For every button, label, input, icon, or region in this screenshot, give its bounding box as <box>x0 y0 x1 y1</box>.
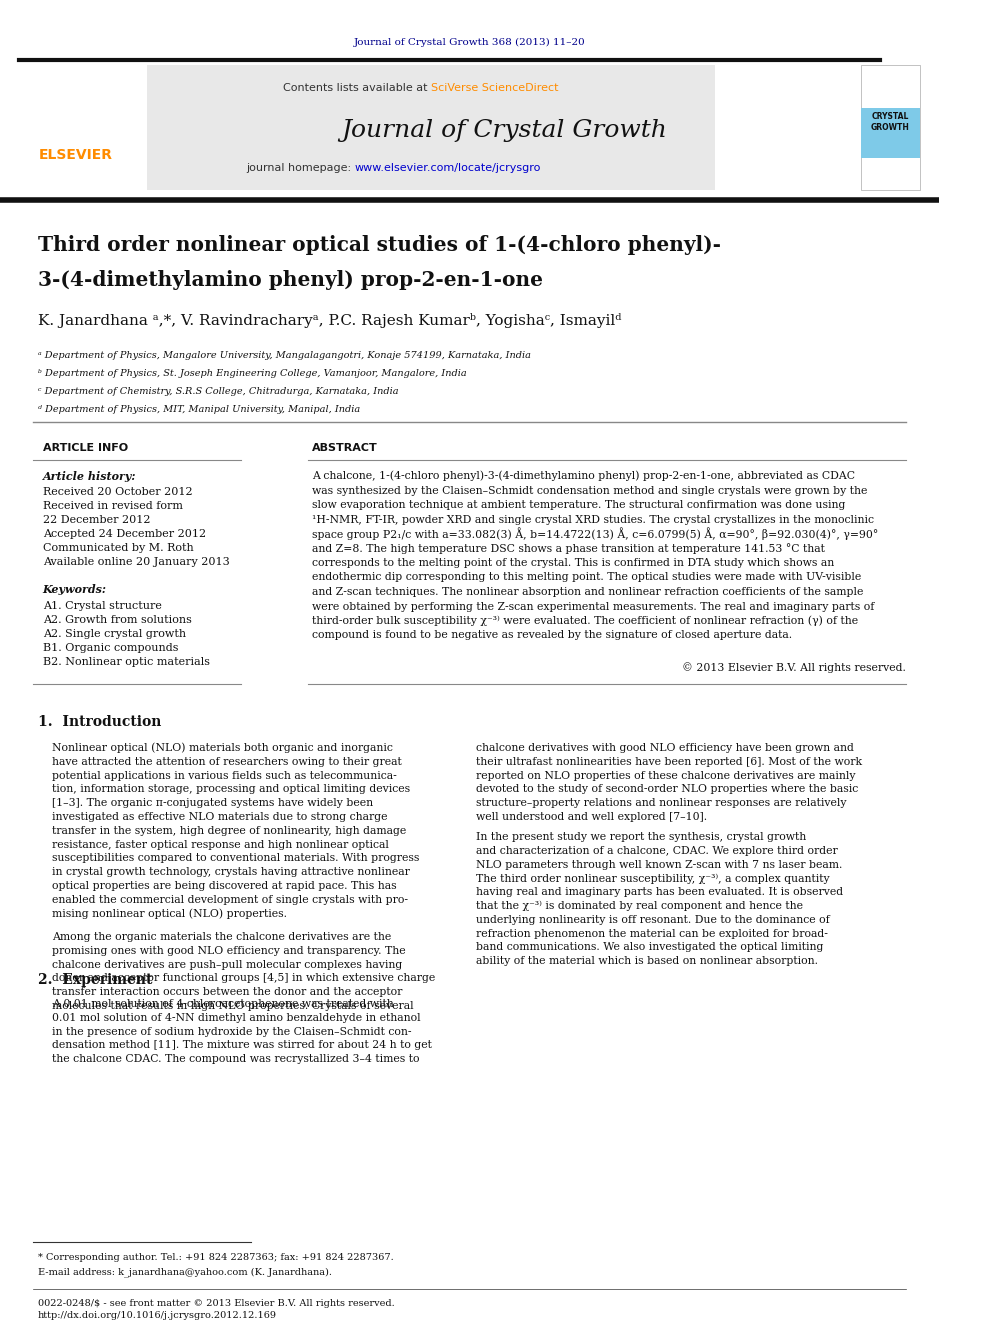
Text: A1. Crystal structure: A1. Crystal structure <box>43 601 162 611</box>
Text: ability of the material which is based on nonlinear absorption.: ability of the material which is based o… <box>476 957 818 966</box>
Text: was synthesized by the Claisen–Schmidt condensation method and single crystals w: was synthesized by the Claisen–Schmidt c… <box>312 486 868 496</box>
Text: in crystal growth technology, crystals having attractive nonlinear: in crystal growth technology, crystals h… <box>52 867 410 877</box>
Text: and Z-scan techniques. The nonlinear absorption and nonlinear refraction coeffic: and Z-scan techniques. The nonlinear abs… <box>312 587 864 597</box>
Text: chalcone derivatives with good NLO efficiency have been grown and: chalcone derivatives with good NLO effic… <box>476 744 854 753</box>
Text: ᵈ Department of Physics, MIT, Manipal University, Manipal, India: ᵈ Department of Physics, MIT, Manipal Un… <box>38 405 360 414</box>
Text: slow evaporation technique at ambient temperature. The structural confirmation w: slow evaporation technique at ambient te… <box>312 500 845 509</box>
Text: Nonlinear optical (NLO) materials both organic and inorganic: Nonlinear optical (NLO) materials both o… <box>52 742 393 753</box>
Text: ABSTRACT: ABSTRACT <box>312 443 378 452</box>
Text: The third order nonlinear susceptibility, χ⁻³⁾, a complex quantity: The third order nonlinear susceptibility… <box>476 873 829 884</box>
Text: ARTICLE INFO: ARTICLE INFO <box>43 443 128 452</box>
Text: enabled the commercial development of single crystals with pro-: enabled the commercial development of si… <box>52 894 408 905</box>
Text: 1.  Introduction: 1. Introduction <box>38 714 162 729</box>
Text: A2. Single crystal growth: A2. Single crystal growth <box>43 628 186 639</box>
Text: susceptibilities compared to conventional materials. With progress: susceptibilities compared to conventiona… <box>52 853 420 864</box>
Text: potential applications in various fields such as telecommunica-: potential applications in various fields… <box>52 770 397 781</box>
Text: Available online 20 January 2013: Available online 20 January 2013 <box>43 557 229 568</box>
Text: have attracted the attention of researchers owing to their great: have attracted the attention of research… <box>52 757 402 767</box>
Text: Communicated by M. Roth: Communicated by M. Roth <box>43 542 193 553</box>
Text: 0022-0248/$ - see front matter © 2013 Elsevier B.V. All rights reserved.: 0022-0248/$ - see front matter © 2013 El… <box>38 1298 395 1307</box>
Text: structure–property relations and nonlinear responses are relatively: structure–property relations and nonline… <box>476 798 846 808</box>
Text: Article history:: Article history: <box>43 471 136 482</box>
Text: the chalcone CDAC. The compound was recrystallized 3–4 times to: the chalcone CDAC. The compound was recr… <box>52 1054 420 1064</box>
Text: having real and imaginary parts has been evaluated. It is observed: having real and imaginary parts has been… <box>476 888 843 897</box>
Text: K. Janardhana ᵃ,*, V. Ravindracharyᵃ, P.C. Rajesh Kumarᵇ, Yogishaᶜ, Ismayilᵈ: K. Janardhana ᵃ,*, V. Ravindracharyᵃ, P.… <box>38 312 621 328</box>
Text: A 0.01 mol solution of 4-chloroacetophenone was treated with: A 0.01 mol solution of 4-chloroacetophen… <box>52 999 394 1009</box>
Text: Third order nonlinear optical studies of 1-(4-chloro phenyl)-: Third order nonlinear optical studies of… <box>38 235 721 255</box>
Text: Journal of Crystal Growth 368 (2013) 11–20: Journal of Crystal Growth 368 (2013) 11–… <box>353 37 585 46</box>
Text: * Corresponding author. Tel.: +91 824 2287363; fax: +91 824 2287367.: * Corresponding author. Tel.: +91 824 22… <box>38 1253 394 1262</box>
Text: ¹H-NMR, FT-IR, powder XRD and single crystal XRD studies. The crystal crystalliz: ¹H-NMR, FT-IR, powder XRD and single cry… <box>312 515 874 524</box>
Text: Received in revised form: Received in revised form <box>43 501 183 511</box>
Text: www.elsevier.com/locate/jcrysgro: www.elsevier.com/locate/jcrysgro <box>355 163 542 173</box>
Text: ᵃ Department of Physics, Mangalore University, Mangalagangotri, Konaje 574199, K: ᵃ Department of Physics, Mangalore Unive… <box>38 351 531 360</box>
Text: third-order bulk susceptibility χ⁻³⁾ were evaluated. The coefficient of nonlinea: third-order bulk susceptibility χ⁻³⁾ wer… <box>312 615 858 626</box>
Text: A2. Growth from solutions: A2. Growth from solutions <box>43 615 191 624</box>
Text: B2. Nonlinear optic materials: B2. Nonlinear optic materials <box>43 658 209 667</box>
Text: underlying nonlinearity is off resonant. Due to the dominance of: underlying nonlinearity is off resonant.… <box>476 914 829 925</box>
Text: Journal of Crystal Growth: Journal of Crystal Growth <box>341 119 668 142</box>
Text: corresponds to the melting point of the crystal. This is confirmed in DTA study : corresponds to the melting point of the … <box>312 558 834 568</box>
Text: A chalcone, 1-(4-chloro phenyl)-3-(4-dimethylamino phenyl) prop-2-en-1-one, abbr: A chalcone, 1-(4-chloro phenyl)-3-(4-dim… <box>312 471 855 482</box>
Text: chalcone derivatives are push–pull molecular complexes having: chalcone derivatives are push–pull molec… <box>52 959 403 970</box>
Text: refraction phenomenon the material can be exploited for broad-: refraction phenomenon the material can b… <box>476 929 828 938</box>
Text: Received 20 October 2012: Received 20 October 2012 <box>43 487 192 497</box>
Text: were obtained by performing the Z-scan experimental measurements. The real and i: were obtained by performing the Z-scan e… <box>312 602 875 611</box>
Text: Keywords:: Keywords: <box>43 585 106 595</box>
Text: ᵇ Department of Physics, St. Joseph Engineering College, Vamanjoor, Mangalore, I: ᵇ Department of Physics, St. Joseph Engi… <box>38 369 466 377</box>
Text: In the present study we report the synthesis, crystal growth: In the present study we report the synth… <box>476 832 806 841</box>
FancyBboxPatch shape <box>861 108 920 157</box>
Text: 3-(4-dimethylamino phenyl) prop-2-en-1-one: 3-(4-dimethylamino phenyl) prop-2-en-1-o… <box>38 270 543 290</box>
FancyBboxPatch shape <box>147 65 714 191</box>
FancyBboxPatch shape <box>861 65 920 191</box>
Text: Contents lists available at: Contents lists available at <box>283 83 431 93</box>
Text: reported on NLO properties of these chalcone derivatives are mainly: reported on NLO properties of these chal… <box>476 770 855 781</box>
Text: band communications. We also investigated the optical limiting: band communications. We also investigate… <box>476 942 823 953</box>
Text: their ultrafast nonlinearities have been reported [6]. Most of the work: their ultrafast nonlinearities have been… <box>476 757 862 767</box>
Text: densation method [11]. The mixture was stirred for about 24 h to get: densation method [11]. The mixture was s… <box>52 1040 432 1050</box>
Text: CRYSTAL
GROWTH: CRYSTAL GROWTH <box>871 112 910 132</box>
Text: E-mail address: k_janardhana@yahoo.com (K. Janardhana).: E-mail address: k_janardhana@yahoo.com (… <box>38 1267 332 1277</box>
Text: in the presence of sodium hydroxide by the Claisen–Schmidt con-: in the presence of sodium hydroxide by t… <box>52 1027 412 1037</box>
Text: [1–3]. The organic π-conjugated systems have widely been: [1–3]. The organic π-conjugated systems … <box>52 798 373 808</box>
Text: investigated as effective NLO materials due to strong charge: investigated as effective NLO materials … <box>52 812 388 822</box>
Text: transfer in the system, high degree of nonlinearity, high damage: transfer in the system, high degree of n… <box>52 826 407 836</box>
Text: © 2013 Elsevier B.V. All rights reserved.: © 2013 Elsevier B.V. All rights reserved… <box>682 663 906 673</box>
Text: 0.01 mol solution of 4-NN dimethyl amino benzaldehyde in ethanol: 0.01 mol solution of 4-NN dimethyl amino… <box>52 1013 421 1023</box>
Text: well understood and well explored [7–10].: well understood and well explored [7–10]… <box>476 812 707 822</box>
Text: http://dx.doi.org/10.1016/j.jcrysgro.2012.12.169: http://dx.doi.org/10.1016/j.jcrysgro.201… <box>38 1311 277 1320</box>
Text: SciVerse ScienceDirect: SciVerse ScienceDirect <box>431 83 558 93</box>
Text: ELSEVIER: ELSEVIER <box>39 148 113 161</box>
Text: and Z=8. The high temperature DSC shows a phase transition at temperature 141.53: and Z=8. The high temperature DSC shows … <box>312 542 825 554</box>
Text: optical properties are being discovered at rapid pace. This has: optical properties are being discovered … <box>52 881 397 890</box>
Text: ᶜ Department of Chemistry, S.R.S College, Chitradurga, Karnataka, India: ᶜ Department of Chemistry, S.R.S College… <box>38 386 399 396</box>
Text: resistance, faster optical response and high nonlinear optical: resistance, faster optical response and … <box>52 840 389 849</box>
Text: promising ones with good NLO efficiency and transparency. The: promising ones with good NLO efficiency … <box>52 946 406 955</box>
Text: journal homepage:: journal homepage: <box>246 163 355 173</box>
Text: endothermic dip corresponding to this melting point. The optical studies were ma: endothermic dip corresponding to this me… <box>312 573 862 582</box>
Text: and characterization of a chalcone, CDAC. We explore third order: and characterization of a chalcone, CDAC… <box>476 845 838 856</box>
Text: Among the organic materials the chalcone derivatives are the: Among the organic materials the chalcone… <box>52 931 391 942</box>
Text: transfer interaction occurs between the donor and the acceptor: transfer interaction occurs between the … <box>52 987 403 998</box>
Text: devoted to the study of second-order NLO properties where the basic: devoted to the study of second-order NLO… <box>476 785 858 794</box>
Text: B1. Organic compounds: B1. Organic compounds <box>43 643 179 654</box>
Text: Accepted 24 December 2012: Accepted 24 December 2012 <box>43 529 205 538</box>
Text: 22 December 2012: 22 December 2012 <box>43 515 150 525</box>
Text: molecules that results in high NLO properties. Crystals of several: molecules that results in high NLO prope… <box>52 1002 414 1011</box>
Text: space group P2₁/c with a=33.082(3) Å, b=14.4722(13) Å, c=6.0799(5) Å, α=90°, β=9: space group P2₁/c with a=33.082(3) Å, b=… <box>312 528 879 540</box>
Text: tion, information storage, processing and optical limiting devices: tion, information storage, processing an… <box>52 785 410 794</box>
Text: donor and acceptor functional groups [4,5] in which extensive charge: donor and acceptor functional groups [4,… <box>52 974 435 983</box>
Text: compound is found to be negative as revealed by the signature of closed aperture: compound is found to be negative as reve… <box>312 631 793 640</box>
Text: mising nonlinear optical (NLO) properties.: mising nonlinear optical (NLO) propertie… <box>52 909 287 919</box>
Text: 2.  Experiment: 2. Experiment <box>38 972 152 987</box>
Text: NLO parameters through well known Z-scan with 7 ns laser beam.: NLO parameters through well known Z-scan… <box>476 860 842 869</box>
Text: that the χ⁻³⁾ is dominated by real component and hence the: that the χ⁻³⁾ is dominated by real compo… <box>476 901 804 912</box>
